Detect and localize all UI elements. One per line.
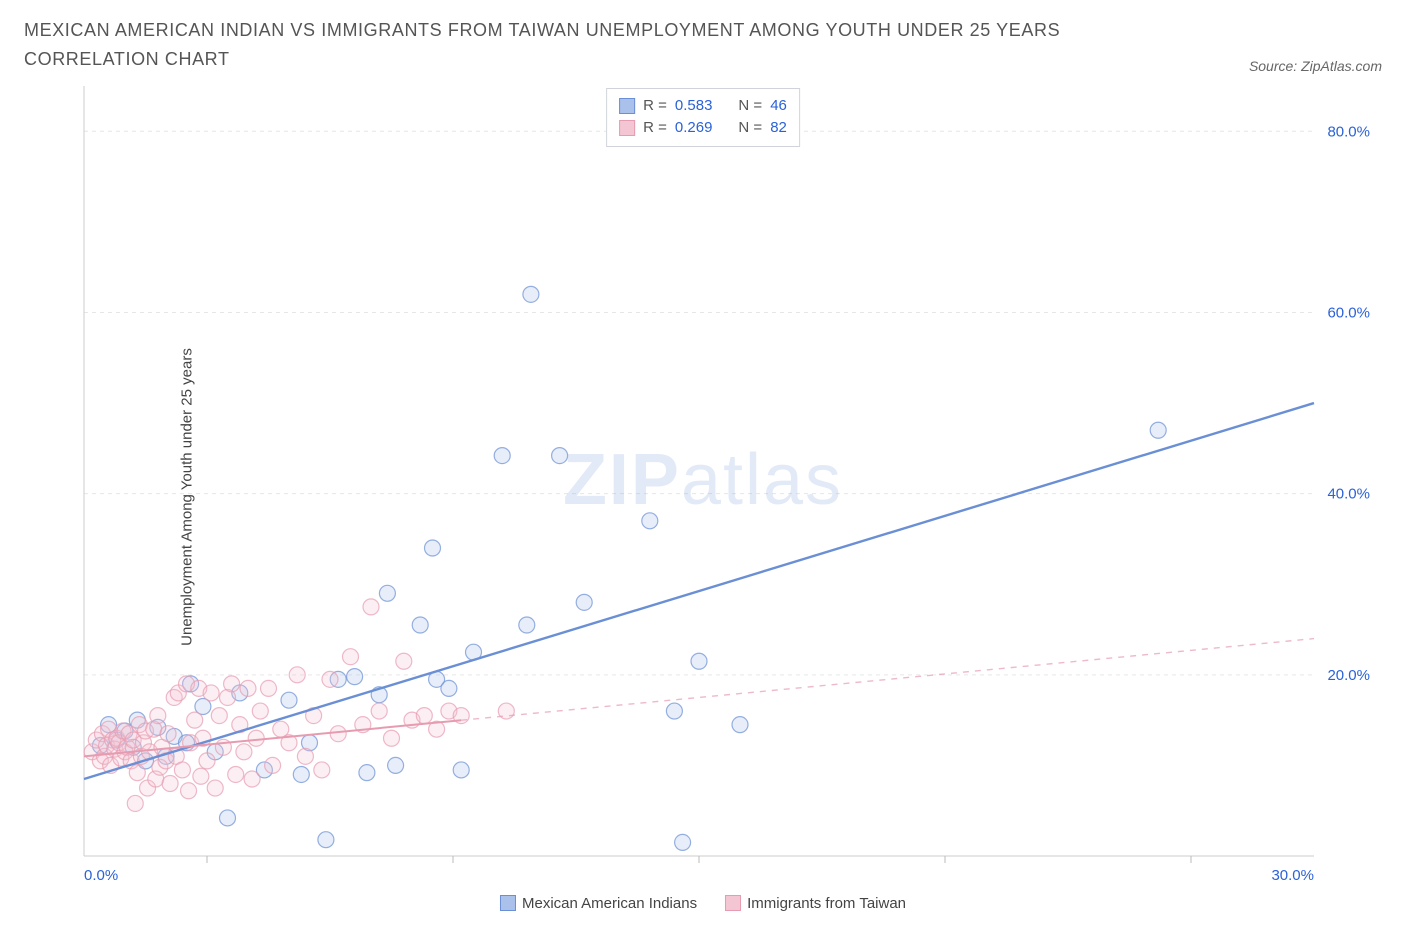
- legend-swatch: [500, 895, 516, 911]
- data-point: [162, 775, 178, 791]
- data-point: [322, 671, 338, 687]
- data-point: [523, 286, 539, 302]
- data-point: [203, 685, 219, 701]
- data-point: [314, 762, 330, 778]
- data-point: [416, 707, 432, 723]
- legend-swatch: [725, 895, 741, 911]
- data-point: [552, 447, 568, 463]
- data-point: [293, 766, 309, 782]
- legend-swatch: [619, 120, 635, 136]
- series-legend-label: Mexican American Indians: [522, 895, 697, 912]
- series-legend-item: Immigrants from Taiwan: [725, 895, 906, 912]
- data-point: [240, 680, 256, 696]
- data-point: [396, 653, 412, 669]
- svg-text:0.0%: 0.0%: [84, 867, 118, 884]
- r-value: 0.269: [675, 117, 713, 140]
- data-point: [181, 782, 197, 798]
- data-point: [363, 598, 379, 614]
- n-value: 46: [770, 95, 787, 118]
- data-point: [412, 617, 428, 633]
- data-point: [244, 771, 260, 787]
- svg-text:80.0%: 80.0%: [1327, 123, 1370, 140]
- data-point: [224, 675, 240, 691]
- chart-title: MEXICAN AMERICAN INDIAN VS IMMIGRANTS FR…: [24, 16, 1124, 74]
- data-point: [1150, 422, 1166, 438]
- data-point: [211, 707, 227, 723]
- data-point: [453, 762, 469, 778]
- data-point: [642, 512, 658, 528]
- data-point: [388, 757, 404, 773]
- data-point: [494, 447, 510, 463]
- r-label: R =: [643, 117, 667, 140]
- data-point: [330, 725, 346, 741]
- data-point: [160, 725, 176, 741]
- data-point: [150, 707, 166, 723]
- chart-header: MEXICAN AMERICAN INDIAN VS IMMIGRANTS FR…: [24, 16, 1382, 74]
- data-point: [425, 540, 441, 556]
- svg-text:30.0%: 30.0%: [1271, 867, 1314, 884]
- data-point: [371, 703, 387, 719]
- stats-legend-row: R = 0.269 N = 82: [619, 117, 787, 140]
- data-point: [691, 653, 707, 669]
- source-attribution: Source: ZipAtlas.com: [1249, 58, 1382, 74]
- data-point: [199, 752, 215, 768]
- series-legend-item: Mexican American Indians: [500, 895, 697, 912]
- chart-container: Unemployment Among Youth under 25 years …: [24, 82, 1382, 912]
- svg-text:60.0%: 60.0%: [1327, 304, 1370, 321]
- data-point: [129, 764, 145, 780]
- data-point: [318, 831, 334, 847]
- data-point: [174, 762, 190, 778]
- data-point: [359, 764, 375, 780]
- data-point: [343, 648, 359, 664]
- svg-text:40.0%: 40.0%: [1327, 485, 1370, 502]
- data-point: [228, 766, 244, 782]
- regression-line: [84, 403, 1314, 779]
- data-point: [265, 757, 281, 773]
- stats-legend: R = 0.583 N = 46 R = 0.269 N = 82: [606, 88, 800, 147]
- data-point: [187, 712, 203, 728]
- data-point: [297, 748, 313, 764]
- r-label: R =: [643, 95, 667, 118]
- data-point: [519, 617, 535, 633]
- stats-legend-row: R = 0.583 N = 46: [619, 95, 787, 118]
- data-point: [576, 594, 592, 610]
- regression-line-extrapolated: [461, 638, 1314, 720]
- data-point: [666, 703, 682, 719]
- y-axis-label: Unemployment Among Youth under 25 years: [178, 348, 195, 646]
- data-point: [252, 703, 268, 719]
- data-point: [732, 716, 748, 732]
- legend-swatch: [619, 98, 635, 114]
- n-label: N =: [738, 95, 762, 118]
- data-point: [207, 780, 223, 796]
- n-label: N =: [738, 117, 762, 140]
- series-legend-label: Immigrants from Taiwan: [747, 895, 906, 912]
- data-point: [236, 743, 252, 759]
- data-point: [384, 730, 400, 746]
- scatter-chart: 0.0% 30.0% 20.0% 40.0% 60.0% 80.0%: [24, 82, 1382, 902]
- data-point: [347, 668, 363, 684]
- data-point: [248, 730, 264, 746]
- n-value: 82: [770, 117, 787, 140]
- series-legend: Mexican American Indians Immigrants from …: [500, 895, 906, 912]
- svg-text:20.0%: 20.0%: [1327, 666, 1370, 683]
- r-value: 0.583: [675, 95, 713, 118]
- data-point: [441, 680, 457, 696]
- data-point: [220, 810, 236, 826]
- data-point: [127, 795, 143, 811]
- data-point: [379, 585, 395, 601]
- data-point: [289, 666, 305, 682]
- data-point: [193, 768, 209, 784]
- data-point: [675, 834, 691, 850]
- data-point: [261, 680, 277, 696]
- data-point: [281, 692, 297, 708]
